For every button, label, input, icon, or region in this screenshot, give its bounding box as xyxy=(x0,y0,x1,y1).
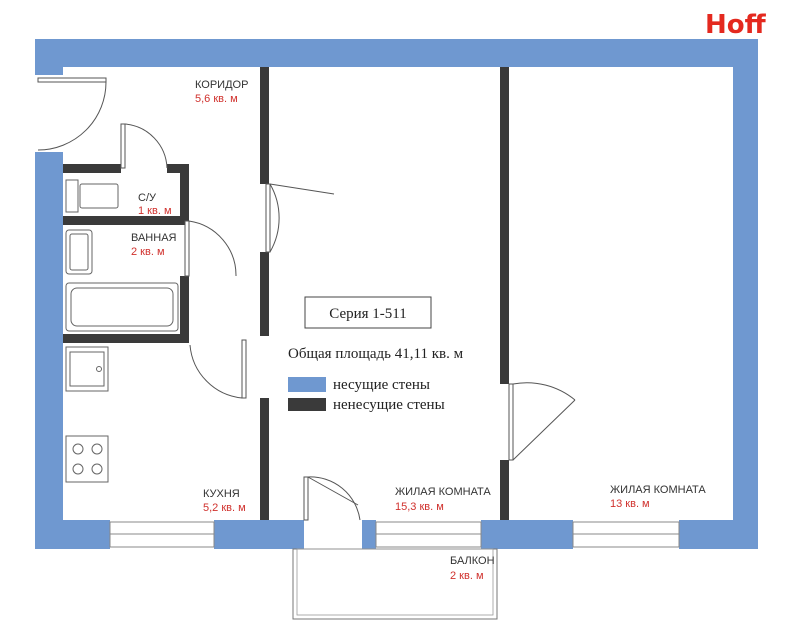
balcony-area: 2 кв. м xyxy=(450,570,484,582)
legend-load-bearing: несущие стены xyxy=(333,377,430,393)
legend-swatch-partition xyxy=(288,398,326,411)
corridor-area: 5,6 кв. м xyxy=(195,93,238,105)
partition-walls xyxy=(63,67,509,520)
legend-swatch-load-bearing xyxy=(288,377,326,392)
load-bearing-walls xyxy=(35,39,758,549)
wc-name: С/У xyxy=(138,192,157,204)
bathroom-area: 2 кв. м xyxy=(131,246,165,258)
hoff-logo: Hoff xyxy=(705,10,767,40)
living-room-1-name: ЖИЛАЯ КОМНАТА xyxy=(395,486,491,498)
kitchen-area: 5,2 кв. м xyxy=(203,502,246,514)
kitchen-name: КУХНЯ xyxy=(203,488,240,500)
corridor-name: КОРИДОР xyxy=(195,79,248,91)
legend-partition: ненесущие стены xyxy=(333,397,445,413)
living-room-2-area: 13 кв. м xyxy=(610,498,650,510)
kitchen-sink xyxy=(65,346,109,392)
series-box xyxy=(304,296,432,329)
living-room-2-name: ЖИЛАЯ КОМНАТА xyxy=(610,484,706,496)
series-label: Серия 1-511 xyxy=(329,306,406,322)
bathtub-fixture xyxy=(65,282,179,332)
living-room-1-area: 15,3 кв. м xyxy=(395,501,444,513)
doors xyxy=(37,77,576,521)
balcony-name: БАЛКОН xyxy=(450,555,495,567)
total-area: Общая площадь 41,11 кв. м xyxy=(288,346,464,362)
sink-fixture xyxy=(65,229,93,275)
toilet-fixture xyxy=(65,179,119,213)
windows xyxy=(109,521,680,548)
wc-area: 1 кв. м xyxy=(138,205,172,217)
bathroom-name: ВАННАЯ xyxy=(131,232,177,244)
stove xyxy=(65,435,109,483)
